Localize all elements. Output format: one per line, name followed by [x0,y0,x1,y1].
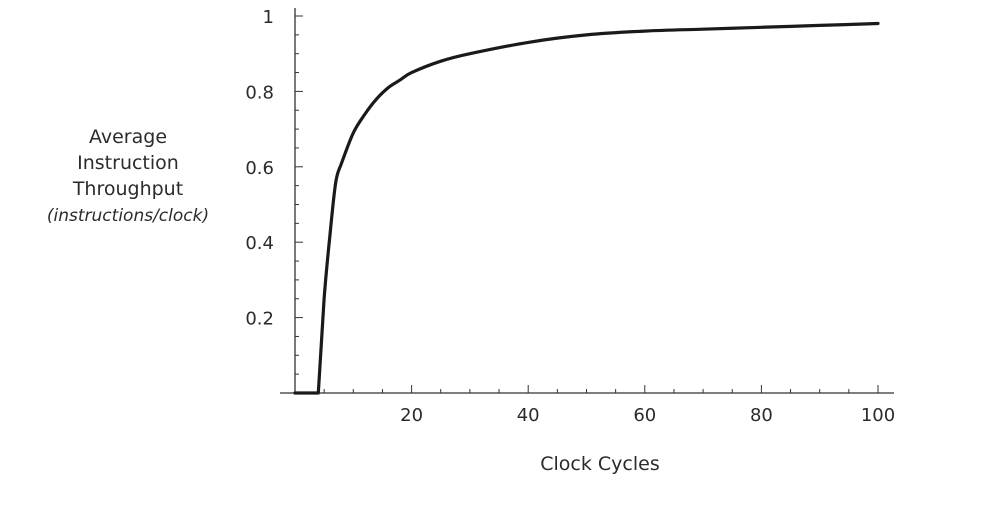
y-tick-label: 1 [263,7,274,28]
series-layer [293,21,880,395]
tick-marks [295,15,879,393]
series-line-0 [293,21,880,395]
axes [280,8,894,394]
y-tick-label: 0.4 [245,233,274,254]
y-tick-label: 0.6 [245,158,274,179]
y-axis-title-line-4: (instructions/clock) [47,206,209,226]
y-axis-title-line-2: Instruction [77,152,179,174]
x-tick-label: 40 [517,405,540,426]
y-axis-title-line-1: Average [89,126,167,148]
x-tick-label: 100 [861,405,895,426]
tick-labels: 20 40 60 80 100 0.2 0.4 0.6 0.8 1 [245,7,895,426]
y-axis-title: Average Instruction Throughput (instruct… [47,126,209,226]
y-axis-title-line-3: Throughput [72,178,183,200]
x-tick-label: 60 [633,405,656,426]
y-tick-label: 0.8 [245,82,274,103]
y-tick-label: 0.2 [245,309,274,330]
x-tick-label: 80 [750,405,773,426]
x-axis-title: Clock Cycles [540,453,659,475]
x-tick-label: 20 [400,405,423,426]
